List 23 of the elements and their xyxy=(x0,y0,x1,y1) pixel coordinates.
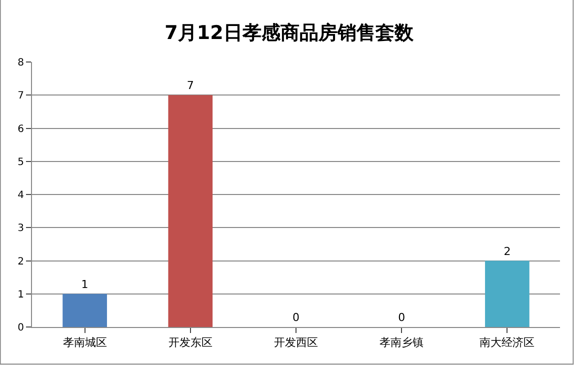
y-tick-label: 8 xyxy=(18,58,24,68)
y-tick-label: 0 xyxy=(18,322,24,334)
data-label: 0 xyxy=(398,311,406,324)
data-label: 1 xyxy=(81,278,88,291)
bar xyxy=(168,95,213,327)
y-tick-label: 5 xyxy=(18,156,24,168)
data-label: 7 xyxy=(186,79,194,92)
y-tick-label: 3 xyxy=(18,223,24,234)
y-tick-label: 1 xyxy=(18,289,24,300)
data-label: 0 xyxy=(292,311,300,324)
x-tick-label: 开发西区 xyxy=(274,336,318,350)
x-tick-label: 开发东区 xyxy=(168,336,212,350)
x-tick-label: 孝南城区 xyxy=(62,336,107,350)
y-tick-label: 2 xyxy=(18,256,24,268)
bar xyxy=(62,294,107,327)
data-label: 2 xyxy=(504,244,511,258)
x-tick-label: 孝南乡镇 xyxy=(380,336,424,350)
x-tick-label: 南大经济区 xyxy=(480,336,535,350)
y-tick-label: 7 xyxy=(18,90,24,102)
chart-title: 7月12日孝感商品房销售套数 xyxy=(164,22,414,44)
y-tick-label: 4 xyxy=(18,190,24,201)
y-tick-label: 6 xyxy=(18,124,24,135)
bar xyxy=(485,260,530,327)
